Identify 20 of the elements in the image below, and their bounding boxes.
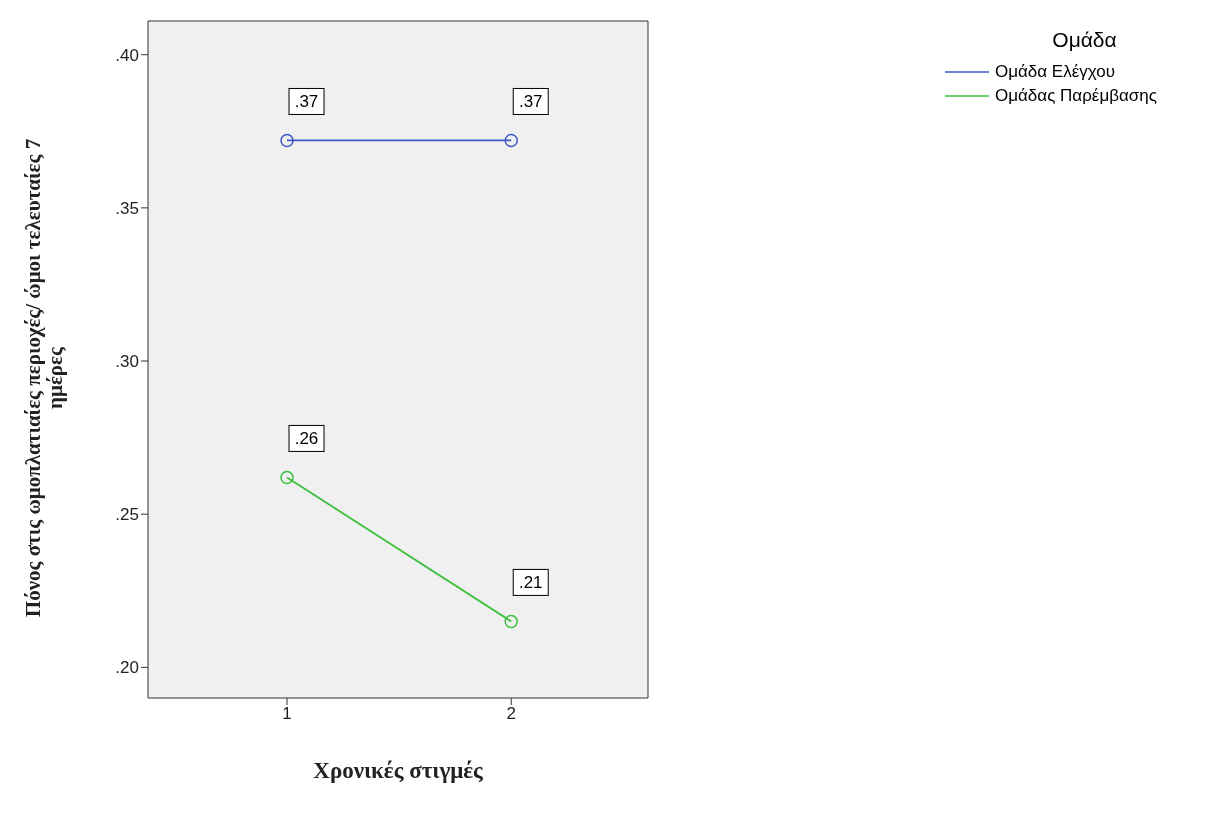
point bbox=[504, 133, 518, 148]
x-axis-title: Χρονικές στιγμές bbox=[313, 758, 484, 783]
data-label: .26 bbox=[294, 429, 319, 449]
y-tick-label: .20 bbox=[115, 658, 139, 678]
point bbox=[280, 470, 294, 485]
data-label: .37 bbox=[518, 92, 543, 112]
legend-label: Ομάδα Ελέγχου bbox=[995, 61, 1115, 83]
y-tick-label: .25 bbox=[115, 505, 139, 525]
x-tick-label: 2 bbox=[506, 704, 516, 724]
point bbox=[504, 614, 518, 629]
legend-title: Ομάδα bbox=[1051, 28, 1118, 52]
data-label: .21 bbox=[518, 573, 543, 593]
point bbox=[280, 133, 294, 148]
legend-label: Ομάδας Παρέμβασης bbox=[995, 85, 1157, 107]
x-tick-label: 1 bbox=[282, 704, 292, 724]
y-tick-label: .35 bbox=[115, 198, 139, 218]
y-tick-label: .30 bbox=[115, 352, 139, 372]
data-label: .37 bbox=[294, 92, 319, 112]
y-axis-title: Πόνος στις ωμοπλατιαίες περιοχές/ ώμοι τελευταίες 7 ημέρες bbox=[21, 138, 67, 618]
y-tick-label: .40 bbox=[115, 45, 139, 65]
